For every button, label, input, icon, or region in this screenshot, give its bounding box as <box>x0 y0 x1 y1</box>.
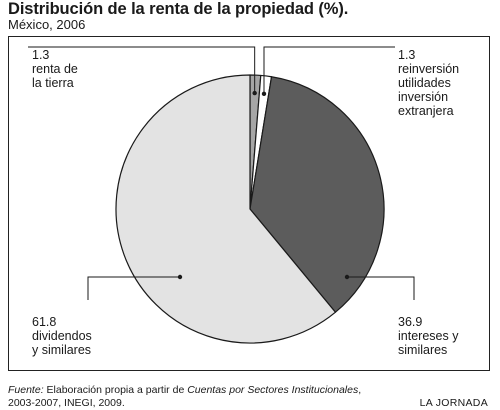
label-reinversion-text: reinversión utilidades inversión extranj… <box>398 62 460 118</box>
chart-subtitle: México, 2006 <box>8 17 86 32</box>
source-post: , <box>358 384 362 396</box>
label-reinversion: 1.3 reinversión utilidades inversión ext… <box>398 48 459 118</box>
renta-tierra-leader-line <box>28 46 256 94</box>
source-label: Fuente: <box>8 384 44 396</box>
source-title: Cuentas por Sectores Institucionales <box>187 384 359 396</box>
label-intereses-value: 36.9 <box>398 315 423 329</box>
slice-intereses <box>249 76 385 313</box>
label-intereses: 36.9 intereses y similares <box>398 315 458 357</box>
reinversion-dot <box>261 91 267 97</box>
label-renta-tierra-value: 1.3 <box>32 48 50 62</box>
source-note: Fuente: Elaboración propia a partir de C… <box>8 384 361 410</box>
dividendos-dot <box>177 274 183 280</box>
slice-dividendos <box>115 74 337 344</box>
intereses-leader-line <box>347 276 415 300</box>
source-line2: 2003-2007, INEGI, 2009. <box>8 397 125 409</box>
reinversion-leader-line <box>263 46 395 94</box>
label-dividendos-text: dividendos y similares <box>32 329 92 357</box>
chart-panel <box>8 36 490 371</box>
source-pre: Elaboración propia a partir de <box>43 384 188 396</box>
label-intereses-text: intereses y similares <box>398 329 459 357</box>
renta-tierra-dot <box>252 90 257 96</box>
label-renta-tierra: 1.3 renta de la tierra <box>32 48 78 90</box>
label-reinversion-value: 1.3 <box>398 48 416 62</box>
label-dividendos: 61.8 dividendos y similares <box>32 315 92 357</box>
label-renta-tierra-text: renta de la tierra <box>32 62 78 90</box>
label-dividendos-value: 61.8 <box>32 315 57 329</box>
brand-credit: LA JORNADA <box>419 397 488 409</box>
dividendos-leader-line <box>87 276 180 300</box>
intereses-dot <box>344 274 350 280</box>
chart-title: Distribución de la renta de la propiedad… <box>8 0 349 18</box>
